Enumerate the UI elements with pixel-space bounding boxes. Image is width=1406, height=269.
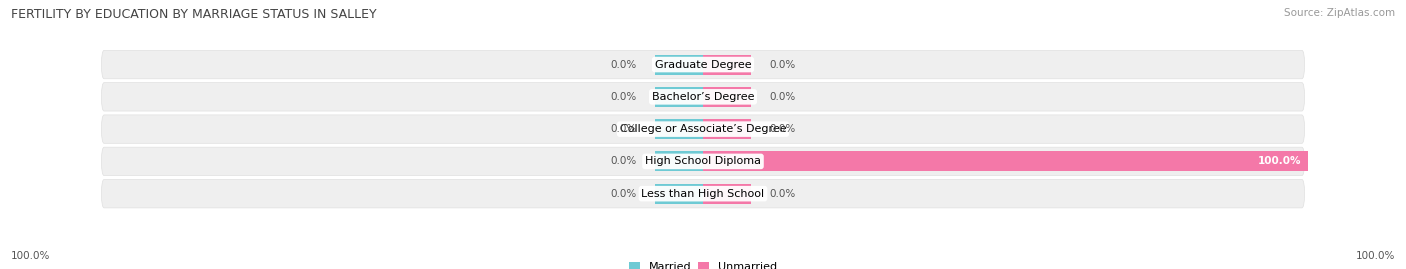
Text: 0.0%: 0.0%	[769, 189, 796, 199]
Text: 100.0%: 100.0%	[1355, 251, 1395, 261]
Text: 0.0%: 0.0%	[610, 189, 637, 199]
Text: 0.0%: 0.0%	[769, 124, 796, 134]
Text: 0.0%: 0.0%	[610, 124, 637, 134]
Bar	[703, 151, 1308, 171]
Text: 0.0%: 0.0%	[610, 156, 637, 167]
Text: Source: ZipAtlas.com: Source: ZipAtlas.com	[1284, 8, 1395, 18]
Text: 0.0%: 0.0%	[610, 92, 637, 102]
Text: Graduate Degree: Graduate Degree	[655, 59, 751, 70]
FancyBboxPatch shape	[101, 179, 1305, 208]
Text: College or Associate’s Degree: College or Associate’s Degree	[620, 124, 786, 134]
Bar	[703, 184, 751, 204]
Bar	[655, 55, 703, 75]
Text: Less than High School: Less than High School	[641, 189, 765, 199]
Bar	[703, 119, 751, 139]
Text: 0.0%: 0.0%	[769, 59, 796, 70]
Legend: Married, Unmarried: Married, Unmarried	[624, 257, 782, 269]
Bar	[703, 87, 751, 107]
FancyBboxPatch shape	[101, 83, 1305, 111]
Text: 100.0%: 100.0%	[11, 251, 51, 261]
FancyBboxPatch shape	[101, 147, 1305, 176]
Text: 0.0%: 0.0%	[610, 59, 637, 70]
Text: 100.0%: 100.0%	[1258, 156, 1302, 167]
Bar	[655, 87, 703, 107]
Text: FERTILITY BY EDUCATION BY MARRIAGE STATUS IN SALLEY: FERTILITY BY EDUCATION BY MARRIAGE STATU…	[11, 8, 377, 21]
Bar	[703, 55, 751, 75]
Bar	[655, 184, 703, 204]
FancyBboxPatch shape	[101, 50, 1305, 79]
Text: 0.0%: 0.0%	[769, 92, 796, 102]
Bar	[655, 119, 703, 139]
FancyBboxPatch shape	[101, 115, 1305, 143]
Text: High School Diploma: High School Diploma	[645, 156, 761, 167]
Bar	[655, 151, 703, 171]
Text: Bachelor’s Degree: Bachelor’s Degree	[652, 92, 754, 102]
